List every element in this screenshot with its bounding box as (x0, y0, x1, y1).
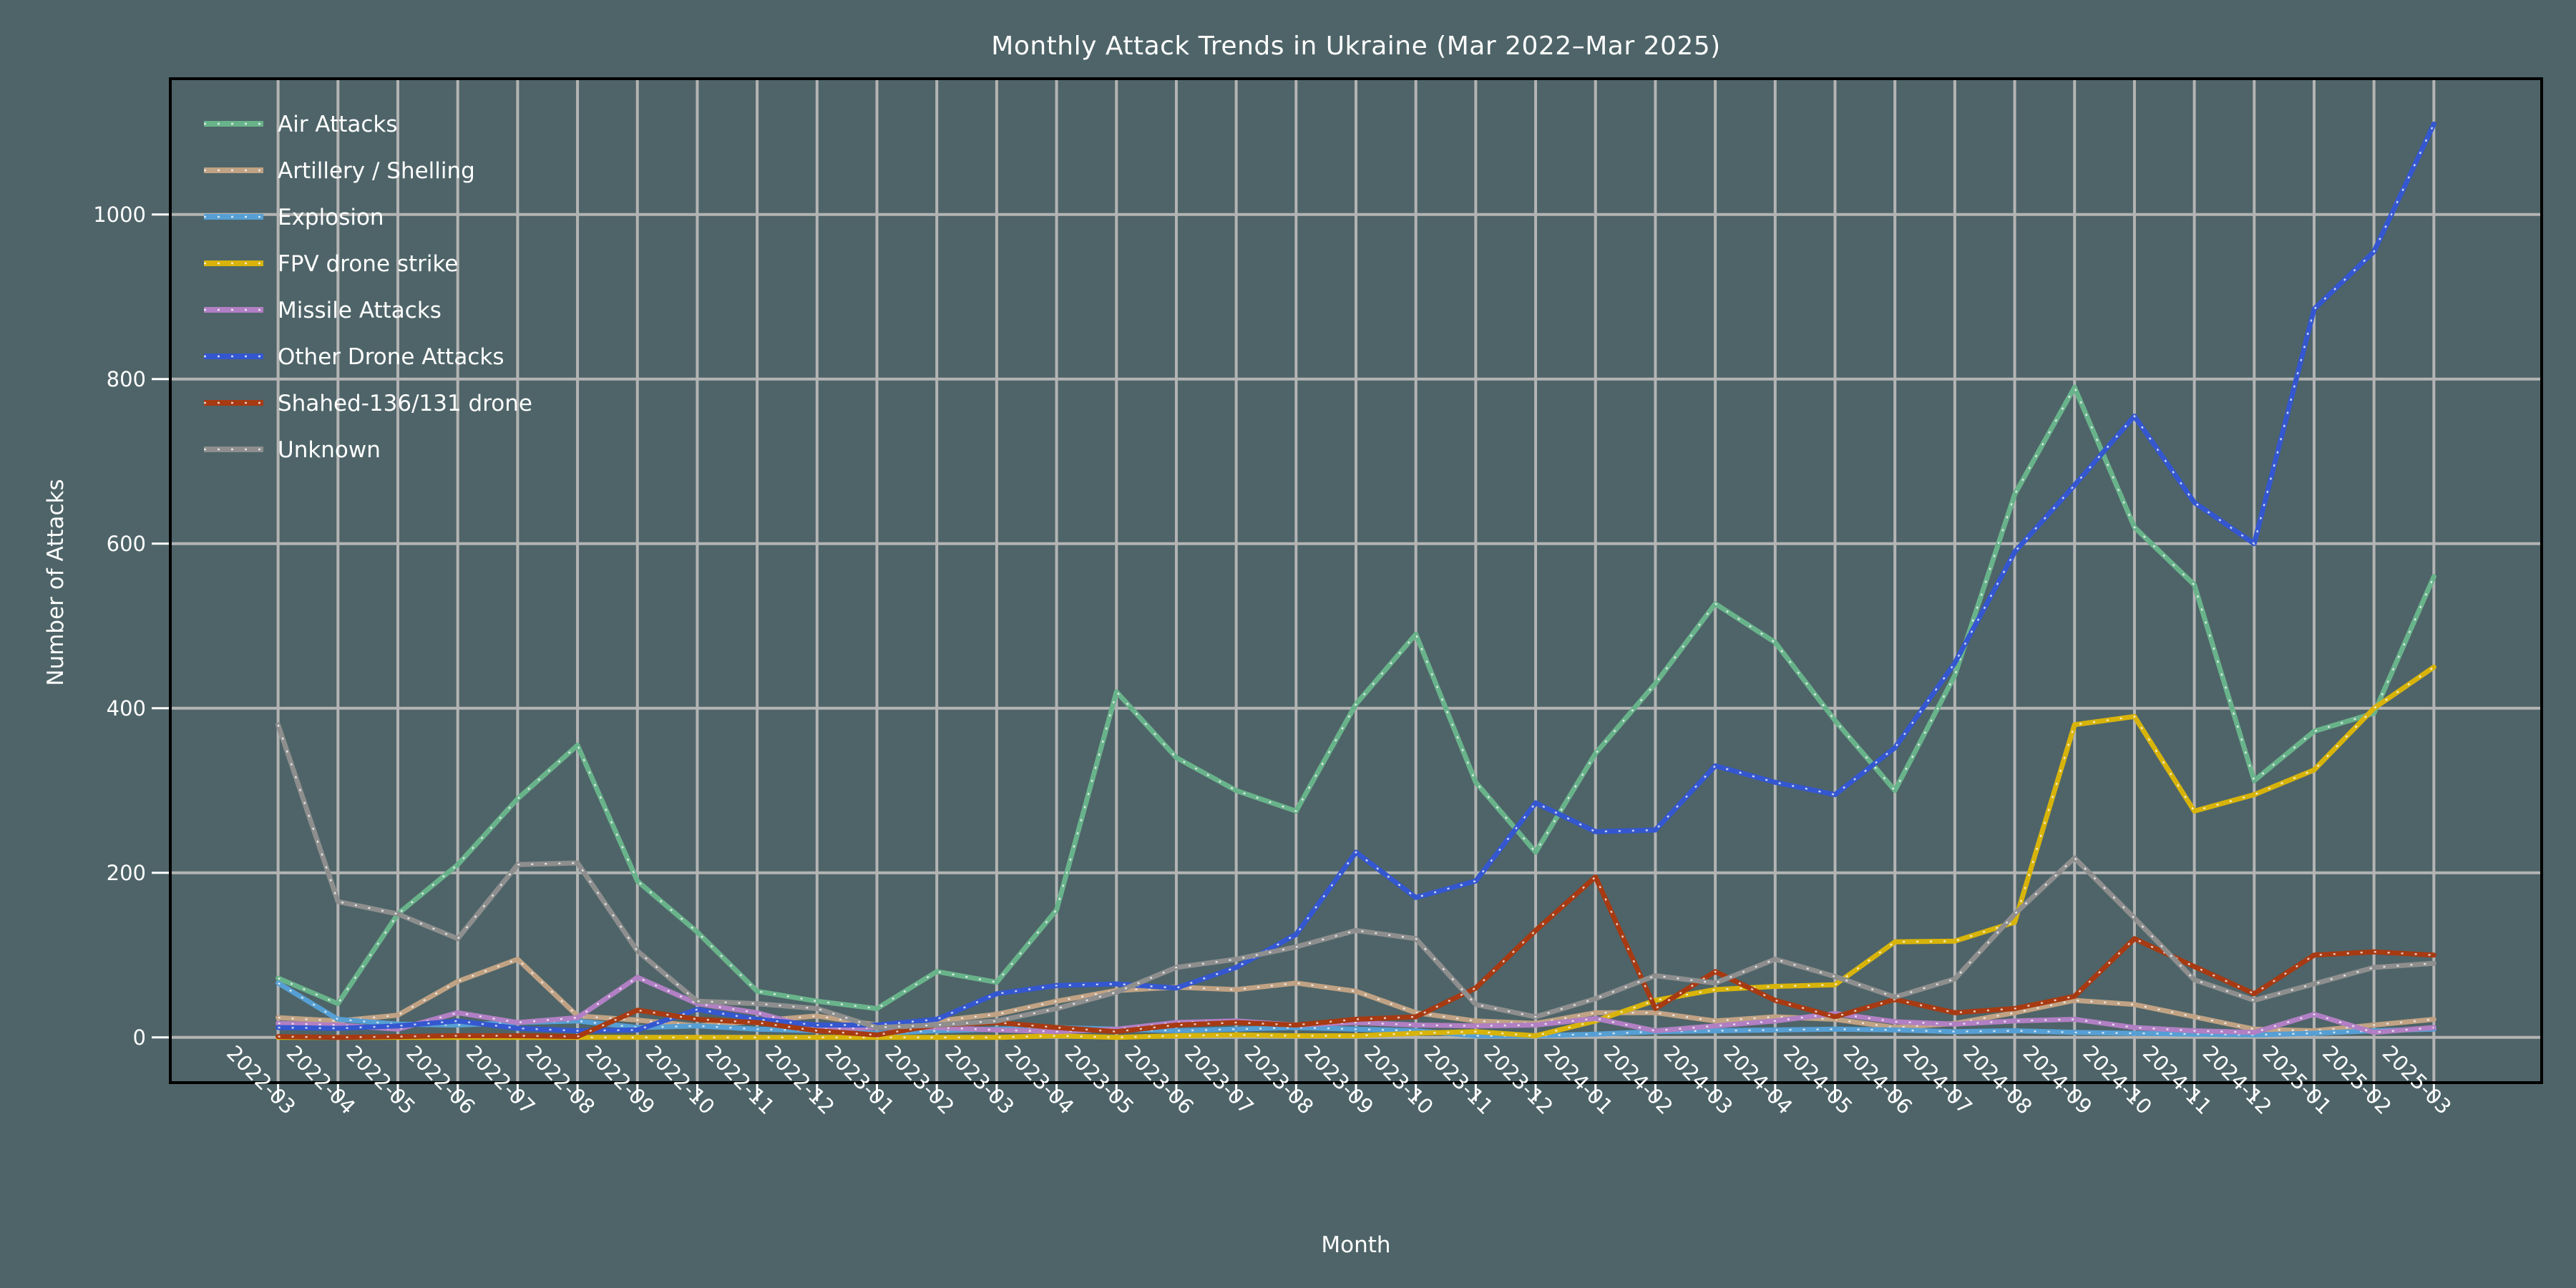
legend-label: FPV drone strike (278, 251, 458, 277)
series-line-overlay (278, 123, 2435, 1032)
series-line-overlay (278, 958, 2434, 1032)
y-tick-label: 0 (133, 1025, 146, 1050)
legend-label: Shahed-136/131 drone (278, 391, 532, 416)
legend-label: Explosion (278, 205, 384, 230)
legend-label: Unknown (278, 437, 381, 463)
legend-label: Other Drone Attacks (278, 344, 504, 370)
legend-label: Missile Attacks (278, 298, 441, 323)
legend-label: Air Attacks (278, 112, 398, 137)
legend-item-other-drone-attacks: Other Drone Attacks (204, 344, 504, 370)
chart-title: Monthly Attack Trends in Ukraine (Mar 20… (991, 31, 1721, 61)
y-tick-label: 200 (107, 861, 146, 885)
legend-item-artillery-shelling: Artillery / Shelling (204, 158, 475, 184)
legend-item-unknown: Unknown (204, 437, 381, 463)
legend-item-fpv-drone-strike: FPV drone strike (204, 251, 458, 277)
y-tick-label: 400 (107, 696, 146, 721)
y-tick-label: 800 (107, 367, 146, 391)
legend-item-explosion: Explosion (204, 205, 384, 230)
series-line-unknown (275, 722, 2436, 1030)
legend-label: Artillery / Shelling (278, 158, 475, 184)
axes-spines (169, 77, 2543, 1084)
y-axis-label: Number of Attacks (43, 479, 69, 686)
series-line-shahed-136-131-drone (275, 874, 2436, 1040)
series-line-overlay (278, 976, 2434, 1034)
y-tick-label: 1000 (93, 203, 146, 227)
legend-item-missile-attacks: Missile Attacks (204, 298, 441, 323)
x-axis-label: Month (1321, 1232, 1391, 1258)
legend-item-air-attacks: Air Attacks (204, 112, 398, 137)
series-line-overlay (277, 982, 2434, 1037)
series-line-fpv-drone-strike (275, 664, 2436, 1040)
series-line-overlay (278, 385, 2435, 1010)
y-tick-label: 600 (107, 532, 146, 556)
legend-item-shahed-136-131-drone: Shahed-136/131 drone (204, 391, 532, 416)
